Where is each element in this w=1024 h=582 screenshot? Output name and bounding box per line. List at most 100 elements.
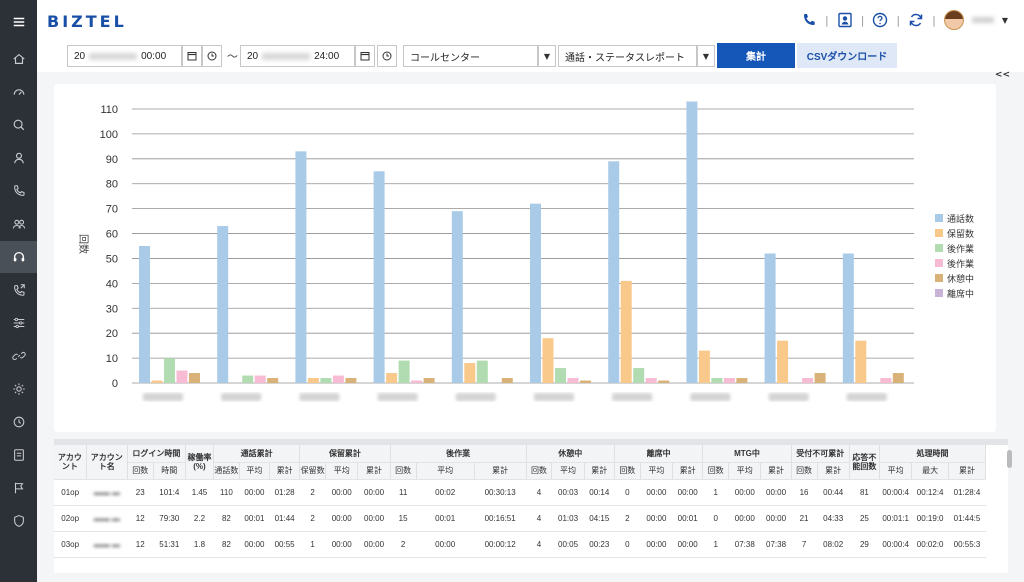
help-icon[interactable] [872,12,888,28]
y-tick-label: 100 [100,129,118,141]
collapse-button[interactable]: << [994,70,1010,80]
col-processing-subheader: 平均 [879,462,913,480]
table-cell: 00:01:1 [879,505,912,532]
table-row[interactable]: 03op ▬▬ ▬ 12 51:31 1.8 82 00:00 00:55 1 00:00 00:0… [54,531,986,558]
table-cell: 1.8 [185,531,214,558]
table-cell: 81 [849,479,880,506]
refresh-icon[interactable] [908,12,924,28]
table-cell: 00:00 [239,479,270,506]
bar [295,151,307,383]
bar [777,340,789,383]
top-bar: BIZTEL | | | | ▼ [37,0,1024,42]
username[interactable] [971,17,994,23]
y-axis-label: 回数 [77,234,90,254]
end-clock-button[interactable] [377,45,397,67]
bar [880,378,892,383]
y-tick-label: 20 [106,328,118,340]
gear-icon [12,383,25,395]
sidebar-item-user[interactable] [0,142,37,174]
table-cell: 2 [299,479,326,506]
history-icon [13,416,24,428]
category-label-masked [690,393,731,401]
sidebar-item-speedometer[interactable] [0,76,37,108]
table-cell: 00:00:4 [879,531,912,558]
bar [892,373,904,383]
table-cell: 0 [702,505,729,532]
col-call-header: 通話累計 [213,445,301,463]
panel-splitter[interactable] [54,439,1008,445]
group-select[interactable]: コールセンター [403,45,538,67]
col-away-subheader: 平均 [640,462,674,480]
bar [386,373,398,383]
app-logo[interactable]: BIZTEL [47,12,127,31]
col-call-subheader: 平均 [239,462,271,480]
table-cell: 01:28:4 [948,479,986,506]
sidebar-item-flag[interactable] [0,472,37,504]
sidebar-item-link[interactable] [0,340,37,372]
csv-download-button[interactable]: CSVダウンロード [797,43,897,68]
report-select[interactable]: 通話・ステータスレポート [558,45,697,67]
bar [723,378,735,383]
table-cell: 0 [614,531,641,558]
sidebar-item-shield[interactable] [0,505,37,537]
vertical-scrollbar[interactable] [1007,450,1012,468]
col-away-header: 離席中 [614,445,704,463]
sidebar-item-search[interactable] [0,109,37,141]
col-mtg-subheader: 平均 [728,462,762,480]
table-cell: 29 [849,531,880,558]
chevron-down-icon[interactable]: ▼ [538,45,556,67]
chevron-down-icon[interactable]: ▼ [697,45,715,67]
sidebar-item-home[interactable] [0,43,37,75]
col-account-header: アカウント [54,445,87,480]
col-processing-subheader: 累計 [948,462,987,480]
y-tick-label: 110 [100,104,118,116]
y-tick-label: 80 [106,179,118,191]
table-cell: 01:44:5 [948,505,986,532]
table-cell: 0 [614,479,641,506]
start-clock-button[interactable] [202,45,222,67]
sidebar-item-history[interactable] [0,406,37,438]
table-row[interactable]: 02op ▬▬ ▬ 12 79:30 2.2 82 00:01 01:44 2 00:00 00:0… [54,505,986,532]
table-cell: 00:14 [584,479,615,506]
start-date-input[interactable]: 20 00:00 [67,45,182,67]
contact-card-icon[interactable] [837,12,853,28]
table-cell: 07:38 [728,531,761,558]
table-cell: 00:03 [551,479,585,506]
col-mtg-subheader: 回数 [702,462,730,480]
bar [842,253,854,383]
table-row[interactable]: 01op ▬▬ ▬ 23 101:4 1.45 110 00:00 01:28 2 00:00 00… [54,479,986,506]
user-icon [13,152,24,164]
legend-label: 休憩中 [947,273,974,285]
col-mtg-subheader: 累計 [760,462,792,480]
chevron-down-icon[interactable]: ▼ [1001,15,1008,25]
sidebar-item-headset[interactable] [0,241,37,273]
avatar[interactable] [943,10,964,30]
col-after-subheader: 回数 [390,462,417,480]
table-cell: 00:00 [728,505,761,532]
sidebar-item-phone[interactable] [0,175,37,207]
table-cell: 00:01 [239,505,270,532]
sidebar-item-users[interactable] [0,208,37,240]
end-calendar-button[interactable] [355,45,375,67]
aggregate-button[interactable]: 集計 [717,43,795,68]
sidebar-item-document[interactable] [0,439,37,471]
table-cell: 02op [54,505,87,532]
separator: | [932,13,936,27]
category-label-masked [455,393,496,401]
phone-icon[interactable] [801,12,817,28]
sidebar-item-sliders[interactable] [0,307,37,339]
sidebar-item-gear[interactable] [0,373,37,405]
start-calendar-button[interactable] [182,45,202,67]
end-date-input[interactable]: 20 24:00 [240,45,355,67]
table-cell: 00:00 [357,505,391,532]
table-cell: 7 [791,531,817,558]
col-away-subheader: 回数 [614,462,641,480]
sidebar-item-phone-forward[interactable] [0,274,37,306]
col-away-subheader: 累計 [672,462,704,480]
bar [645,378,657,383]
col-account-name-header: アカウント名 [86,445,128,480]
bar [189,373,200,383]
bar [633,368,645,383]
filter-bar: 20 00:00 〜 20 24:00 コールセンター ▼ 通話・ステータスレポ… [37,42,1024,72]
menu-toggle-button[interactable] [0,6,37,38]
